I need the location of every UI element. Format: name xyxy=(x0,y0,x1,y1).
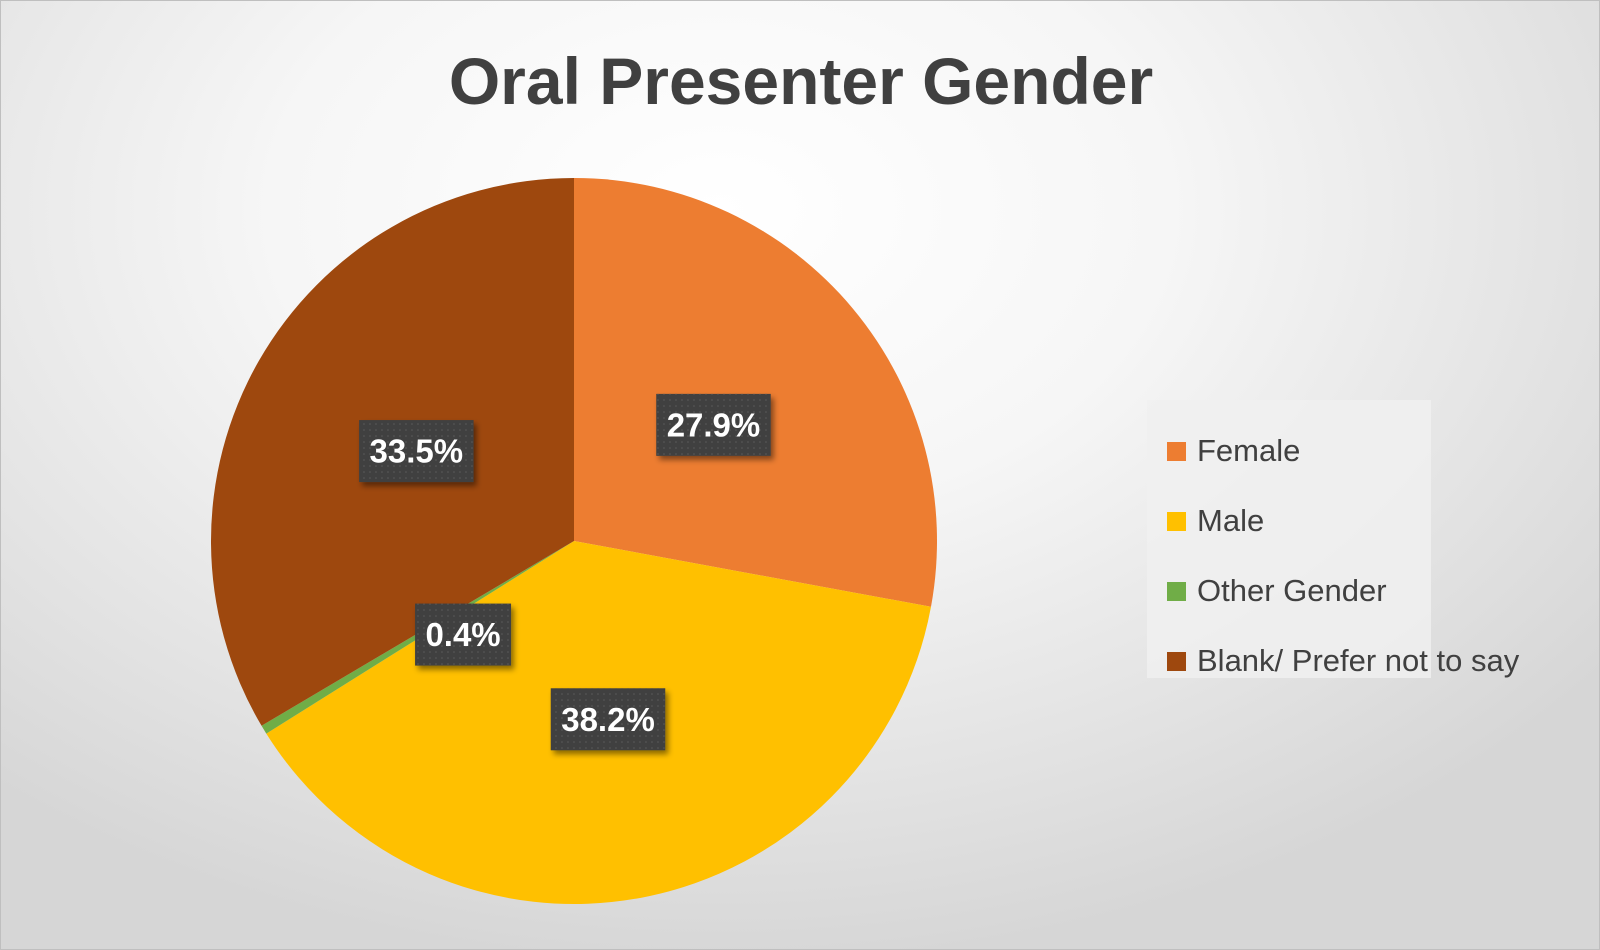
chart-title: Oral Presenter Gender xyxy=(448,44,1154,118)
legend-label: Female xyxy=(1197,433,1301,468)
data-label-text: 27.9% xyxy=(667,406,761,443)
legend-swatch xyxy=(1167,511,1186,531)
data-label-texture xyxy=(359,420,474,483)
legend-item-blank-prefer-not-to-say: Blank/ Prefer not to say xyxy=(1167,626,1519,696)
legend-label: Blank/ Prefer not to say xyxy=(1197,643,1520,678)
data-label-text: 0.4% xyxy=(425,616,500,653)
data-label-text: 33.5% xyxy=(370,433,464,470)
legend-swatch xyxy=(1167,581,1186,601)
legend-swatch xyxy=(1167,651,1186,671)
data-label-texture xyxy=(550,688,666,751)
data-label-male: 38.2% xyxy=(550,688,666,751)
legend-item-female: Female xyxy=(1167,416,1431,486)
legend-item-other-gender: Other Gender xyxy=(1167,556,1431,626)
legend-swatch xyxy=(1167,441,1186,461)
data-label-other-gender: 0.4% xyxy=(415,603,512,666)
pie-slice-female xyxy=(574,178,937,607)
data-label-texture xyxy=(415,603,512,666)
legend-label: Male xyxy=(1197,503,1265,538)
data-label-blank-prefer-not-to-say: 33.5% xyxy=(359,420,474,483)
legend: Female Male Other Gender Blank/ Prefer not … xyxy=(1147,400,1519,678)
data-label-text: 38.2% xyxy=(561,701,655,738)
legend-item-male: Male xyxy=(1167,486,1431,556)
data-label-female: 27.9% xyxy=(656,393,771,456)
data-label-texture xyxy=(656,393,771,456)
legend-label: Other Gender xyxy=(1197,573,1387,608)
